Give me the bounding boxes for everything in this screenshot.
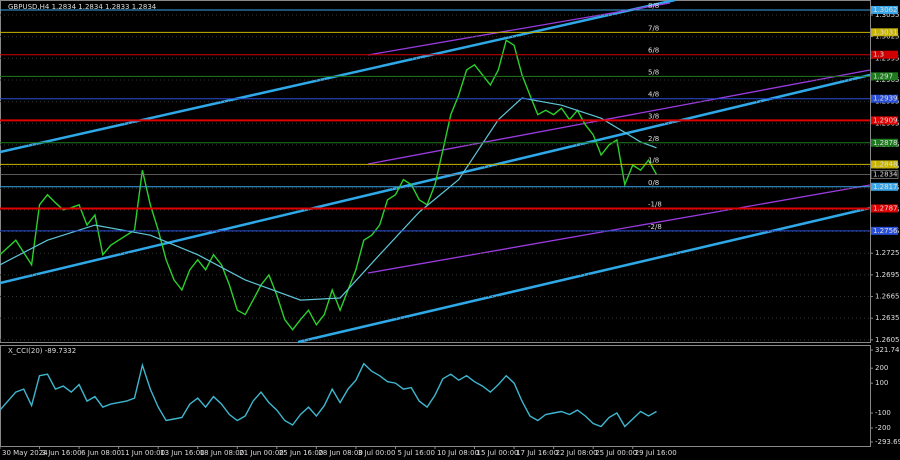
x-tick-label: 13 Jun 16:00 xyxy=(160,449,204,457)
y-tick-label: 200 xyxy=(875,364,888,372)
x-tick-label: 10 Jul 08:00 xyxy=(437,449,479,457)
level-label-box xyxy=(871,160,898,169)
channel-line xyxy=(367,2,671,56)
chart-title: GBPUSD,H4 1.2834 1.2834 1.2833 1.2834 xyxy=(8,3,157,11)
level-label: 1.3062 xyxy=(873,6,898,14)
level-name: 8/8 xyxy=(648,2,659,10)
level-label-box xyxy=(871,226,898,235)
level-label: 1.2909 xyxy=(873,116,898,124)
x-tick-label: 22 Jul 08:00 xyxy=(556,449,598,457)
level-name: 2/8 xyxy=(648,135,659,143)
series-line xyxy=(0,39,658,331)
level-name: -1/8 xyxy=(648,200,662,208)
level-name: 3/8 xyxy=(648,112,659,120)
level-label-box xyxy=(871,204,898,213)
level-name: -2/8 xyxy=(648,223,662,231)
y-tick-label: -293.6998 xyxy=(875,438,900,446)
x-tick-label: 3 Jul 00:00 xyxy=(358,449,396,457)
y-tick-label: 1.2695 xyxy=(875,271,900,279)
x-tick-label: 11 Jun 00:00 xyxy=(121,449,165,457)
level-label: 1.2817 xyxy=(873,183,898,191)
x-tick-label: 3 Jun 16:00 xyxy=(42,449,82,457)
y-tick-label: 1.3025 xyxy=(875,33,900,41)
y-tick-label: 1.2665 xyxy=(875,293,900,301)
x-tick-label: 5 Jul 16:00 xyxy=(397,449,435,457)
y-tick-label: 1.2605 xyxy=(875,336,900,344)
y-tick-label: 1.2635 xyxy=(875,314,900,322)
channel-line xyxy=(0,73,871,285)
level-label-box xyxy=(871,182,898,191)
level-name: 0/8 xyxy=(648,179,659,187)
level-label-box xyxy=(871,72,898,81)
level-label-box xyxy=(871,50,898,59)
channel-line xyxy=(367,69,871,165)
level-label-box xyxy=(871,94,898,103)
main-frame xyxy=(0,0,871,343)
x-tick-label: 25 Jul 00:00 xyxy=(595,449,637,457)
x-tick-label: 6 Jun 08:00 xyxy=(81,449,121,457)
level-label: 1.297 xyxy=(873,72,893,80)
level-label: 1.2787 xyxy=(873,204,898,212)
series-line xyxy=(0,362,657,428)
level-label: 1.2756 xyxy=(873,227,898,235)
x-tick-label: 25 Jun 16:00 xyxy=(279,449,323,457)
x-tick-label: 28 Jun 08:00 xyxy=(318,449,362,457)
level-label-box xyxy=(871,138,898,147)
current-price-label: 1.2834 xyxy=(873,171,898,179)
level-label-box xyxy=(871,28,898,37)
channel-line xyxy=(367,184,871,274)
level-label-box xyxy=(871,116,898,125)
y-tick-label: 100 xyxy=(875,379,888,387)
level-name: 7/8 xyxy=(648,24,659,32)
x-tick-label: 21 Jun 00:00 xyxy=(239,449,283,457)
current-price-box xyxy=(870,170,899,179)
x-tick-label: 29 Jul 16:00 xyxy=(635,449,677,457)
level-name: 4/8 xyxy=(648,91,659,99)
level-name: 5/8 xyxy=(648,68,659,76)
indicator-title: X_CCI(20) -89.7332 xyxy=(8,347,76,355)
level-label: 1.2878 xyxy=(873,139,898,147)
x-tick-label: 30 May 2024 xyxy=(2,449,48,457)
y-tick-label: 321.7476 xyxy=(875,346,900,354)
level-label: 1.2939 xyxy=(873,95,898,103)
x-tick-label: 18 Jun 08:00 xyxy=(200,449,244,457)
x-tick-label: 15 Jul 00:00 xyxy=(477,449,519,457)
y-tick-label: 1.3055 xyxy=(875,11,900,19)
level-label: 1.3031 xyxy=(873,28,898,36)
x-tick-label: 17 Jul 16:00 xyxy=(516,449,558,457)
level-label-box xyxy=(871,5,898,14)
level-label: 1.2848 xyxy=(873,160,898,168)
level-name: 6/8 xyxy=(648,47,659,55)
y-tick-label: -200 xyxy=(875,424,891,432)
level-label: 1.3 xyxy=(873,51,884,59)
y-tick-label: -100 xyxy=(875,409,891,417)
series-line xyxy=(0,97,657,301)
level-name: 1/8 xyxy=(648,156,659,164)
y-tick-label: 1.2725 xyxy=(875,249,900,257)
